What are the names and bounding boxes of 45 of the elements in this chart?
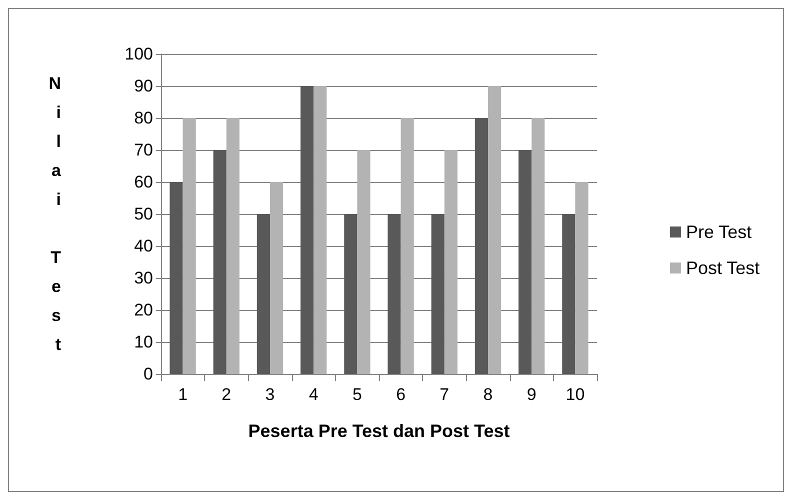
x-tick-label: 7 [440,385,450,404]
x-tick-label: 5 [352,385,362,404]
x-tick-label: 3 [265,385,275,404]
bar [532,118,545,374]
x-tick-label: 2 [222,385,232,404]
bar [357,150,370,374]
bar [474,118,488,374]
bar [226,118,240,374]
bar [562,214,576,374]
bar [400,118,414,374]
text: Nilai Test [48,74,61,354]
bar [388,214,401,374]
legend-label: Post Test [686,258,760,278]
bar [213,150,226,374]
y-tick-label: 80 [134,108,153,128]
x-tick-label: 6 [396,385,406,404]
y-tick-label: 0 [144,364,153,384]
x-tick-label: 10 [566,385,585,404]
y-tick-label: 100 [124,44,153,64]
y-tick-label: 60 [134,172,153,192]
x-tick-label: 4 [308,385,318,404]
bar [444,150,458,374]
x-tick-label: 1 [178,385,188,404]
bar [270,182,284,374]
bar [170,182,183,374]
bar [431,214,444,374]
x-tick-label: 8 [483,385,493,404]
bar [314,86,327,374]
y-tick-label: 90 [134,76,153,96]
legend-label: Pre Test [686,222,752,242]
bar [344,214,358,374]
y-tick-label: 40 [134,236,153,256]
bar [182,118,196,374]
bar [518,150,532,374]
bar [575,182,588,374]
y-tick-label: 20 [134,300,153,320]
y-tick-label: 30 [134,268,153,288]
y-tick-label: 50 [134,204,153,224]
bar [488,86,502,374]
y-tick-label: 10 [134,332,153,352]
bar [256,214,270,374]
bar [300,86,314,374]
x-tick-label: 9 [526,385,536,404]
x-axis-title: Peserta Pre Test dan Post Test [248,421,510,441]
y-tick-label: 70 [134,140,153,160]
